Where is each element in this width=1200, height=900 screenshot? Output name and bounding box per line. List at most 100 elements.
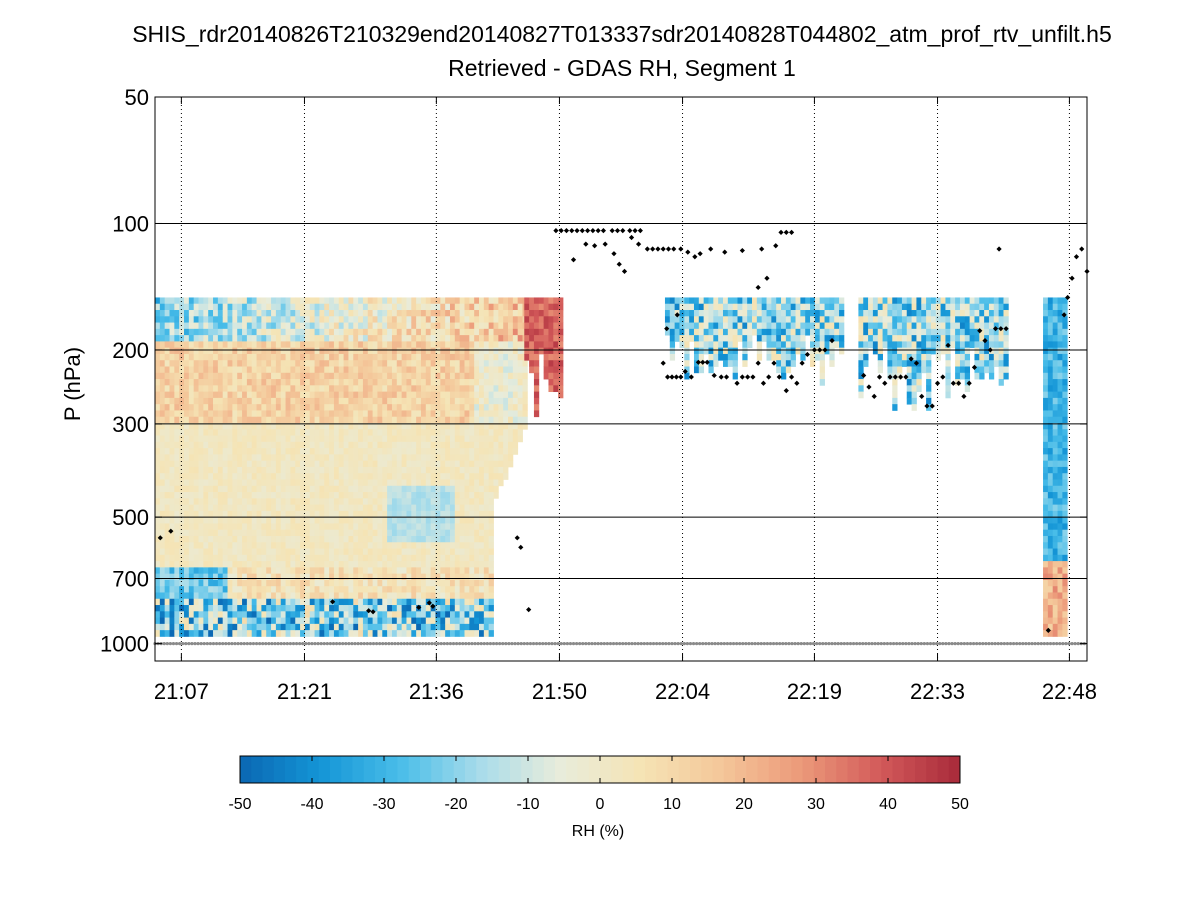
field-cell bbox=[479, 435, 485, 443]
field-cell bbox=[684, 322, 690, 330]
field-cell bbox=[464, 310, 470, 317]
field-cell bbox=[362, 429, 369, 436]
field-cell bbox=[517, 360, 523, 367]
field-cell bbox=[1047, 485, 1054, 493]
field-cell bbox=[479, 586, 485, 593]
field-cell bbox=[503, 416, 509, 424]
field-cell bbox=[945, 310, 951, 317]
field-cell bbox=[304, 479, 311, 487]
field-cell bbox=[208, 391, 214, 399]
field-cell bbox=[242, 630, 248, 637]
field-cell bbox=[232, 586, 238, 593]
field-cell bbox=[155, 404, 161, 411]
field-cell bbox=[440, 567, 446, 575]
field-cell bbox=[285, 316, 291, 323]
field-cell bbox=[396, 429, 403, 436]
field-cell bbox=[295, 360, 301, 367]
field-cell bbox=[333, 573, 340, 581]
field-cell bbox=[517, 328, 523, 336]
field-cell bbox=[217, 579, 224, 587]
field-cell bbox=[785, 353, 792, 361]
field-cell bbox=[548, 297, 554, 305]
field-cell bbox=[217, 297, 224, 305]
field-cell bbox=[469, 397, 475, 405]
field-cell bbox=[892, 303, 898, 311]
field-cell bbox=[445, 492, 451, 499]
field-cell bbox=[343, 322, 349, 330]
field-cell bbox=[285, 366, 291, 374]
field-cell bbox=[217, 485, 224, 493]
field-cell bbox=[304, 554, 311, 562]
field-cell bbox=[266, 397, 272, 405]
field-cell bbox=[984, 303, 990, 311]
field-cell bbox=[314, 623, 320, 631]
field-cell bbox=[401, 611, 407, 618]
field-cell bbox=[362, 479, 369, 487]
field-cell bbox=[362, 504, 369, 512]
field-cell bbox=[275, 316, 282, 323]
field-cell bbox=[174, 479, 180, 487]
field-cell bbox=[285, 473, 291, 480]
field-cell bbox=[469, 341, 475, 349]
field-cell bbox=[275, 554, 282, 562]
field-cell bbox=[372, 328, 378, 336]
field-cell bbox=[333, 492, 340, 499]
field-cell bbox=[300, 473, 306, 480]
field-cell bbox=[430, 498, 436, 505]
field-cell bbox=[329, 592, 335, 600]
field-cell bbox=[839, 328, 845, 336]
field-cell bbox=[285, 548, 291, 556]
field-cell bbox=[425, 341, 432, 349]
field-cell bbox=[333, 391, 340, 399]
field-cell bbox=[401, 561, 407, 568]
field-cell bbox=[454, 485, 461, 493]
field-cell bbox=[372, 504, 378, 512]
field-cell bbox=[348, 441, 354, 449]
field-cell bbox=[227, 366, 233, 374]
field-cell bbox=[280, 605, 286, 612]
field-cell bbox=[693, 353, 700, 361]
field-cell bbox=[839, 341, 845, 349]
field-cell bbox=[819, 328, 825, 336]
field-cell bbox=[416, 535, 422, 543]
field-cell bbox=[266, 297, 272, 305]
field-cell bbox=[232, 448, 238, 455]
field-cell bbox=[445, 510, 451, 518]
field-cell bbox=[358, 485, 364, 493]
field-cell bbox=[1052, 303, 1058, 311]
field-cell bbox=[333, 611, 340, 618]
field-cell bbox=[742, 322, 748, 330]
field-cell bbox=[222, 579, 228, 587]
field-cell bbox=[382, 366, 388, 374]
field-cell bbox=[474, 517, 480, 524]
field-cell bbox=[517, 322, 523, 330]
field-cell bbox=[174, 592, 180, 600]
field-cell bbox=[159, 366, 166, 374]
field-cell bbox=[459, 605, 465, 612]
field-cell bbox=[722, 297, 729, 305]
field-cell bbox=[319, 316, 325, 323]
field-cell bbox=[319, 617, 325, 625]
field-cell bbox=[449, 316, 456, 323]
field-cell bbox=[203, 404, 209, 411]
field-cell bbox=[420, 441, 427, 449]
field-cell bbox=[377, 347, 383, 355]
field-cell bbox=[469, 353, 475, 361]
field-cell bbox=[469, 454, 475, 462]
field-cell bbox=[1047, 366, 1054, 374]
field-cell bbox=[469, 504, 475, 512]
field-cell bbox=[184, 347, 190, 355]
field-cell bbox=[362, 416, 369, 424]
field-cell bbox=[679, 316, 685, 323]
field-cell bbox=[479, 366, 485, 374]
field-cell bbox=[329, 623, 335, 631]
field-cell bbox=[193, 611, 199, 618]
field-cell bbox=[348, 316, 354, 323]
field-cell bbox=[440, 360, 446, 367]
field-cell bbox=[955, 316, 961, 323]
field-cell bbox=[416, 328, 422, 336]
field-cell bbox=[333, 510, 340, 518]
field-cell bbox=[1052, 391, 1058, 399]
field-cell bbox=[367, 429, 374, 436]
field-cell bbox=[382, 510, 388, 518]
